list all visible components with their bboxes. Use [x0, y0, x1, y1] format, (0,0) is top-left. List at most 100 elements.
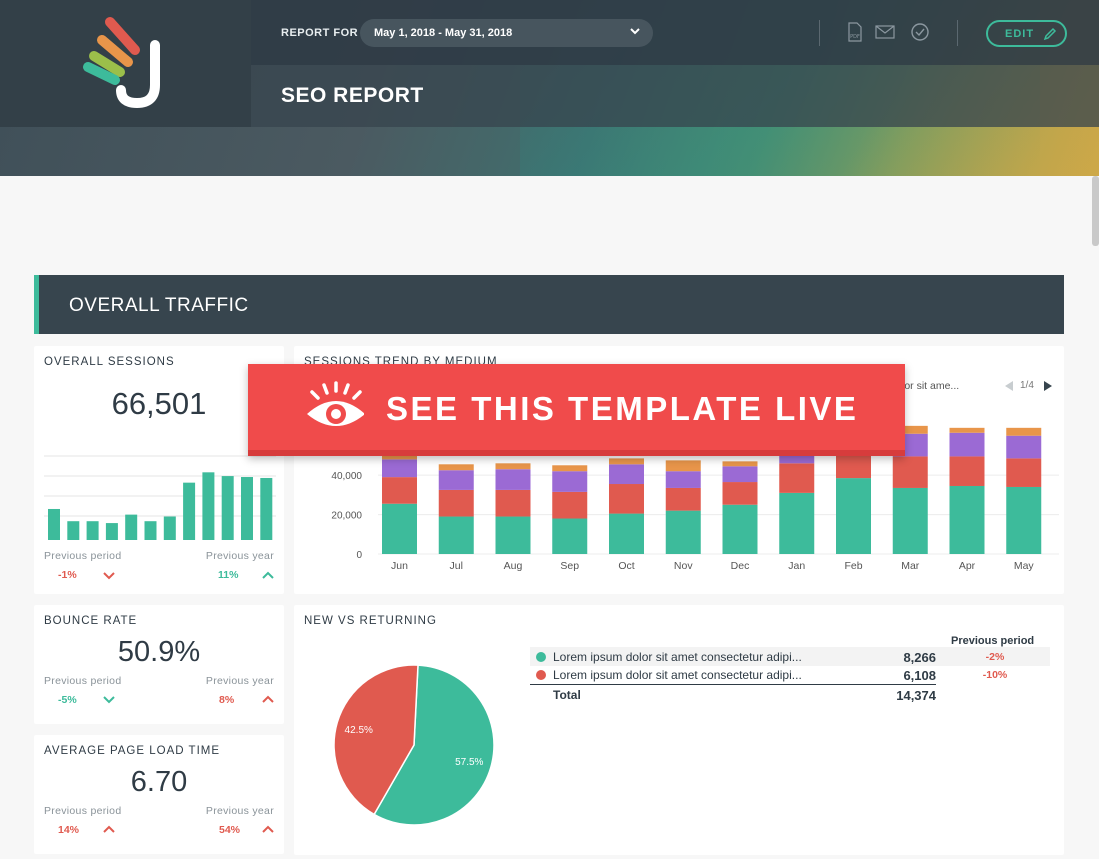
bar-segment[interactable]	[609, 484, 644, 514]
mail-icon[interactable]	[875, 22, 895, 42]
bar-segment[interactable]	[892, 456, 928, 488]
section-header: OVERALL TRAFFIC	[34, 275, 1064, 334]
bar-segment[interactable]	[382, 459, 417, 478]
section-title: OVERALL TRAFFIC	[69, 295, 249, 316]
see-template-live-button[interactable]: SEE THIS TEMPLATE LIVE	[248, 364, 905, 456]
prev-year-label: Previous year	[205, 805, 274, 817]
prev-year-label: Previous year	[205, 550, 274, 562]
bar-segment[interactable]	[609, 513, 644, 554]
bar-segment[interactable]	[382, 455, 417, 460]
bar-segment[interactable]	[836, 478, 871, 554]
sparkline-bar	[67, 521, 80, 540]
card-title: AVERAGE PAGE LOAD TIME	[44, 745, 221, 757]
legend-change: -2%	[985, 651, 1005, 663]
bounce-rate-card: BOUNCE RATE 50.9% Previous period Previo…	[34, 605, 284, 724]
bar-segment[interactable]	[892, 425, 928, 434]
sessions-sparkline	[44, 455, 276, 540]
logo-area[interactable]	[0, 0, 251, 127]
bar-segment[interactable]	[722, 504, 758, 554]
bar-segment[interactable]	[552, 518, 588, 554]
bar-segment[interactable]	[949, 432, 985, 457]
total-row: Total 14,374	[530, 685, 1050, 704]
bar-segment[interactable]	[438, 470, 474, 490]
legend-label: Lorem ipsum dolor sit amet consectetur a…	[553, 668, 802, 682]
prev-year-value: 54%	[219, 824, 241, 836]
pager-prev-icon[interactable]	[1003, 381, 1015, 391]
legend-value: 6,108	[903, 668, 936, 683]
x-tick-label: Oct	[618, 560, 634, 572]
legend-row[interactable]: Lorem ipsum dolor sit amet consectetur a…	[530, 647, 1050, 666]
prev-period-label: Previous period	[44, 675, 122, 687]
bar-segment[interactable]	[552, 491, 588, 519]
bar-segment[interactable]	[1006, 458, 1042, 487]
bar-segment[interactable]	[949, 427, 985, 433]
bar-segment[interactable]	[1006, 435, 1042, 459]
sparkline-bar	[221, 476, 234, 540]
card-title: OVERALL SESSIONS	[44, 356, 175, 368]
arrow-up-icon	[103, 825, 115, 833]
sparkline-bar	[202, 472, 215, 540]
x-tick-label: Feb	[844, 560, 862, 572]
pager-next-icon[interactable]	[1042, 381, 1054, 391]
bar-segment[interactable]	[552, 465, 588, 472]
x-tick-label: Sep	[560, 560, 579, 572]
legend-text: lor sit ame...	[902, 380, 960, 392]
legend-row[interactable]: Lorem ipsum dolor sit amet consectetur a…	[530, 665, 1050, 684]
pdf-icon[interactable]: PDF	[845, 22, 865, 42]
sparkline-bar	[241, 477, 253, 540]
bar-segment[interactable]	[722, 466, 758, 483]
sparkline-bar	[125, 514, 138, 540]
pencil-icon	[1043, 27, 1057, 41]
bar-segment[interactable]	[438, 489, 474, 517]
bar-segment[interactable]	[722, 461, 758, 467]
edit-button-label: EDIT	[1005, 28, 1035, 40]
bar-segment[interactable]	[382, 503, 417, 554]
x-tick-label: Mar	[901, 560, 920, 572]
bar-segment[interactable]	[609, 458, 644, 465]
bar-segment[interactable]	[1006, 427, 1042, 436]
bar-segment[interactable]	[438, 516, 474, 554]
bar-segment[interactable]	[495, 516, 531, 554]
bar-segment[interactable]	[779, 492, 815, 554]
pie-slice[interactable]	[373, 664, 495, 826]
bar-segment[interactable]	[495, 469, 531, 490]
x-tick-label: Jan	[788, 560, 805, 572]
bar-segment[interactable]	[949, 456, 985, 486]
x-tick-label: Aug	[504, 560, 523, 572]
prev-year-value: 8%	[219, 694, 235, 706]
bar-segment[interactable]	[609, 464, 644, 485]
brand-logo-icon	[83, 17, 160, 109]
scrollbar[interactable]	[1092, 176, 1099, 246]
chevron-down-icon	[630, 28, 640, 35]
sparkline-bar	[144, 521, 157, 540]
bar-segment[interactable]	[438, 464, 474, 471]
check-circle-icon[interactable]	[910, 22, 930, 42]
prev-period-header: Previous period	[951, 635, 1035, 647]
edit-button[interactable]: EDIT	[986, 20, 1067, 47]
date-range-select[interactable]: May 1, 2018 - May 31, 2018	[360, 19, 653, 47]
page-title: SEO REPORT	[281, 84, 424, 107]
bar-segment[interactable]	[1006, 486, 1042, 554]
bar-segment[interactable]	[382, 477, 417, 504]
bar-segment[interactable]	[665, 471, 701, 488]
bar-segment[interactable]	[552, 471, 588, 492]
total-divider	[530, 684, 936, 685]
bar-segment[interactable]	[665, 487, 701, 511]
bar-segment[interactable]	[892, 487, 928, 554]
x-tick-label: Apr	[959, 560, 976, 572]
kpi-value: 6.70	[130, 766, 188, 798]
bar-segment[interactable]	[665, 510, 701, 554]
x-tick-label: May	[1014, 560, 1035, 572]
bar-segment[interactable]	[665, 460, 701, 472]
bar-segment[interactable]	[779, 463, 815, 493]
bar-segment[interactable]	[949, 485, 985, 554]
bar-segment[interactable]	[495, 489, 531, 517]
title-bar	[251, 65, 1099, 127]
bar-segment[interactable]	[722, 482, 758, 505]
sparkline-bar	[48, 508, 60, 540]
kpi-value: 66,501	[111, 386, 207, 421]
prev-year-label: Previous year	[205, 675, 274, 687]
x-tick-label: Jul	[450, 560, 463, 572]
bar-segment[interactable]	[495, 463, 531, 470]
pie-slice[interactable]	[333, 664, 419, 816]
